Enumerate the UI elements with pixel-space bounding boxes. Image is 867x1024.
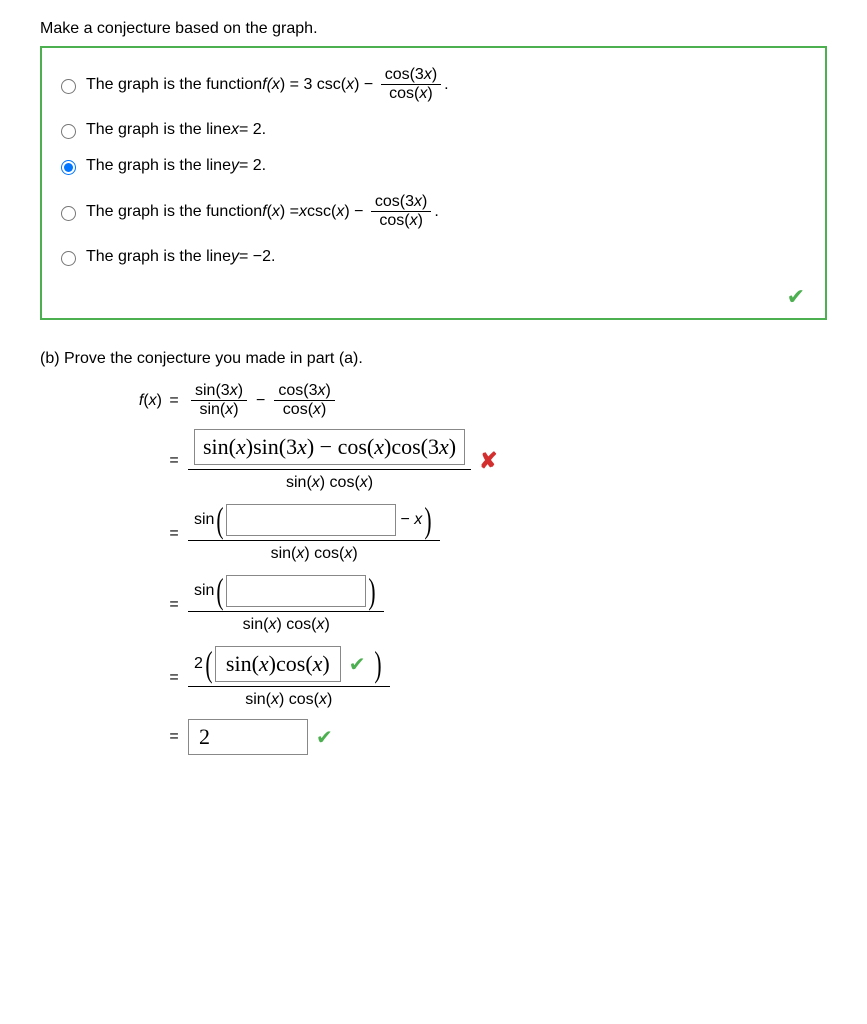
choice-5-label: The graph is the line y = −2.: [86, 248, 275, 266]
radio-1[interactable]: [61, 79, 76, 94]
radio-3[interactable]: [61, 160, 76, 175]
choice-2-label: The graph is the line x = 2.: [86, 121, 266, 139]
choice-5[interactable]: The graph is the line y = −2.: [56, 248, 811, 266]
proof-block: f(x) = sin(3x) sin(x) − cos(3x) cos(x) =…: [110, 382, 827, 755]
answer-input-line4[interactable]: [226, 575, 366, 607]
part-b-prompt: (b) Prove the conjecture you made in par…: [40, 350, 827, 368]
choice-1-label: The graph is the function f (x) = 3 csc(…: [86, 66, 449, 103]
radio-2[interactable]: [61, 124, 76, 139]
check-icon: [349, 652, 366, 677]
choice-2[interactable]: The graph is the line x = 2.: [56, 121, 811, 139]
check-icon: [787, 284, 805, 310]
choice-4[interactable]: The graph is the function f (x) = x csc(…: [56, 193, 811, 230]
answer-input-line5[interactable]: sin(x)cos(x): [215, 646, 341, 682]
radio-5[interactable]: [61, 251, 76, 266]
choice-box: The graph is the function f (x) = 3 csc(…: [40, 46, 827, 320]
conjecture-prompt: Make a conjecture based on the graph.: [40, 20, 827, 38]
x-icon: [479, 448, 497, 474]
choice-3-label: The graph is the line y = 2.: [86, 157, 266, 175]
answer-input-line3[interactable]: [226, 504, 396, 536]
radio-4[interactable]: [61, 206, 76, 221]
choice-4-label: The graph is the function f (x) = x csc(…: [86, 193, 439, 230]
check-icon: [316, 725, 333, 750]
answer-input-line6[interactable]: 2: [188, 719, 308, 755]
answer-input-line2[interactable]: sin(x)sin(3x) − cos(x)cos(3x): [194, 429, 465, 465]
choice-1[interactable]: The graph is the function f (x) = 3 csc(…: [56, 66, 811, 103]
choice-3[interactable]: The graph is the line y = 2.: [56, 157, 811, 175]
